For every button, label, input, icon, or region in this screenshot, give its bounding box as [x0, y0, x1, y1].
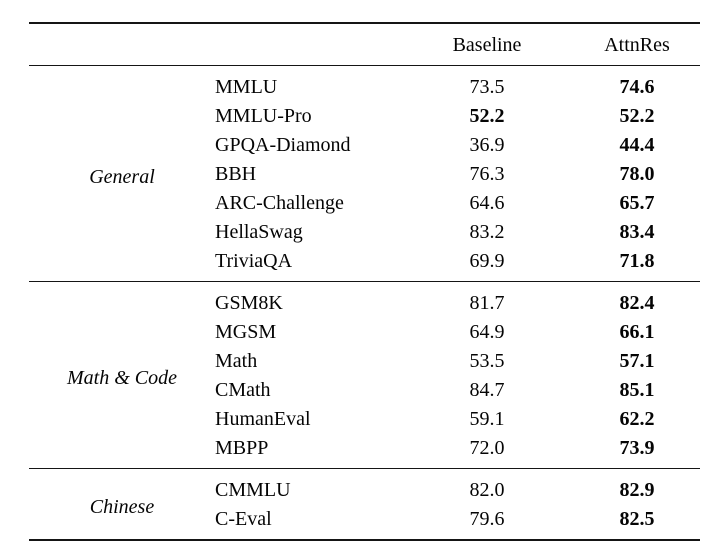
attnres-value: 82.9: [619, 478, 655, 501]
table-row: HellaSwag 83.2 83.4: [29, 217, 700, 246]
attnres-value: 82.5: [619, 507, 655, 530]
benchmark-name: CMMLU: [215, 478, 291, 501]
group-label: Chinese: [89, 496, 155, 518]
benchmark-name: MMLU-Pro: [215, 104, 312, 127]
benchmark-name: HumanEval: [215, 407, 311, 430]
baseline-value: 82.0: [469, 478, 505, 501]
benchmark-name: TriviaQA: [215, 249, 293, 272]
attnres-value: 83.4: [619, 220, 655, 243]
table-section: Chinese CMMLU 82.0 82.9 C-Eval 79.6 82.5: [29, 468, 700, 541]
benchmark-name: GPQA-Diamond: [215, 133, 351, 156]
attnres-value: 44.4: [619, 133, 655, 156]
table-row: ARC-Challenge 64.6 65.7: [29, 188, 700, 217]
baseline-value: 76.3: [469, 162, 505, 185]
attnres-value: 52.2: [619, 104, 655, 127]
benchmark-name: GSM8K: [215, 291, 283, 314]
table-row: Math & Code GSM8K 81.7 82.4: [29, 282, 700, 388]
attnres-value: 66.1: [619, 320, 655, 343]
benchmark-name: C-Eval: [215, 507, 272, 530]
table-row: MBPP 72.0 73.9: [29, 433, 700, 469]
benchmark-name: ARC-Challenge: [215, 191, 344, 214]
baseline-value: 84.7: [469, 378, 505, 401]
attnres-value: 85.1: [619, 378, 655, 401]
table-row: BBH 76.3 78.0: [29, 159, 700, 188]
table-row: Chinese CMMLU 82.0 82.9: [29, 469, 700, 517]
header-row: Baseline AttnRes: [29, 23, 700, 66]
table-row: MMLU-Pro 52.2 52.2: [29, 101, 700, 130]
benchmark-name: MMLU: [215, 75, 278, 98]
benchmark-name: BBH: [215, 162, 257, 185]
benchmark-name: Math: [215, 349, 258, 372]
table-section: Math & Code GSM8K 81.7 82.4 MGSM 64.9 66.1 Math…: [29, 281, 700, 469]
attnres-value: 78.0: [619, 162, 655, 185]
baseline-value: 72.0: [469, 436, 505, 459]
table-row: HumanEval 59.1 62.2: [29, 404, 700, 433]
results-table: Baseline AttnRes General MMLU 73.5 74.6 MMLU…: [29, 22, 700, 541]
attnres-value: 65.7: [619, 191, 655, 214]
attnres-value: 74.6: [619, 75, 655, 98]
benchmark-name: CMath: [215, 378, 271, 401]
attnres-value: 82.4: [619, 291, 655, 314]
table-row: MGSM 64.9 66.1: [29, 317, 700, 346]
attnres-value: 57.1: [619, 349, 655, 372]
attnres-value: 62.2: [619, 407, 655, 430]
baseline-value: 81.7: [469, 291, 505, 314]
attnres-value: 71.8: [619, 249, 655, 272]
group-label: General: [89, 165, 155, 188]
table-row: GPQA-Diamond 36.9 44.4: [29, 130, 700, 159]
table-row: Math 53.5 57.1: [29, 346, 700, 375]
baseline-value: 53.5: [469, 349, 505, 372]
table-row: General MMLU 73.5 74.6: [29, 66, 700, 187]
baseline-value: 59.1: [469, 407, 505, 430]
header-metric-cell: [215, 23, 421, 66]
table-section: General MMLU 73.5 74.6 MMLU-Pro 52.2 52.2 GPQA-…: [29, 65, 700, 282]
baseline-value: 69.9: [469, 249, 505, 272]
baseline-value: 73.5: [469, 75, 505, 98]
attnres-value: 73.9: [619, 436, 655, 459]
benchmark-name: MGSM: [215, 320, 277, 343]
table-row: TriviaQA 69.9 71.8: [29, 246, 700, 282]
baseline-value: 79.6: [469, 507, 505, 530]
table-row: CMath 84.7 85.1: [29, 375, 700, 404]
header-attnres: AttnRes: [604, 33, 670, 56]
baseline-value: 64.9: [469, 320, 505, 343]
baseline-value: 83.2: [469, 220, 505, 243]
baseline-value: 52.2: [469, 104, 505, 127]
group-label: Math & Code: [67, 367, 177, 389]
baseline-value: 36.9: [469, 133, 505, 156]
table-header: Baseline AttnRes: [29, 23, 700, 66]
benchmark-name: MBPP: [215, 436, 269, 459]
table-row: C-Eval 79.6 82.5: [29, 504, 700, 540]
header-group-cell: [29, 23, 215, 66]
header-baseline: Baseline: [452, 33, 522, 56]
baseline-value: 64.6: [469, 191, 505, 214]
benchmark-name: HellaSwag: [215, 220, 303, 243]
